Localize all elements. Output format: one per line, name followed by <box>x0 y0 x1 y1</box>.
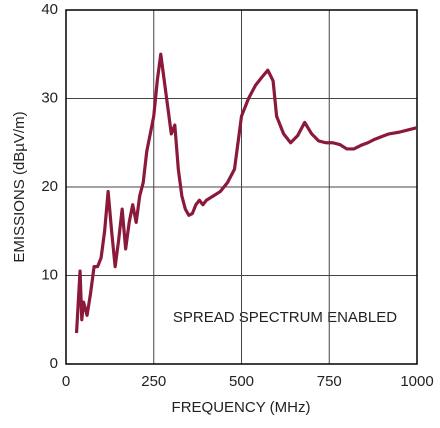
y-tick-label: 30 <box>41 89 58 106</box>
x-tick-label: 500 <box>229 373 254 390</box>
plot-frame <box>65 9 418 365</box>
x-tick-label: 1000 <box>400 373 433 390</box>
x-tick-label: 250 <box>141 373 166 390</box>
y-axis-label: EMISSIONS (dBµV/m) <box>11 111 28 262</box>
y-tick-label: 10 <box>41 266 58 283</box>
x-tick-label: 0 <box>62 373 70 390</box>
y-tick-label: 20 <box>41 178 58 195</box>
y-tick-label: 0 <box>50 355 58 372</box>
annotation: SPREAD SPECTRUM ENABLED <box>173 309 397 326</box>
y-tick-label: 40 <box>41 1 58 18</box>
x-tick-label: 750 <box>317 373 342 390</box>
line <box>74 52 418 334</box>
x-axis-label: FREQUENCY (MHz) <box>172 399 311 416</box>
